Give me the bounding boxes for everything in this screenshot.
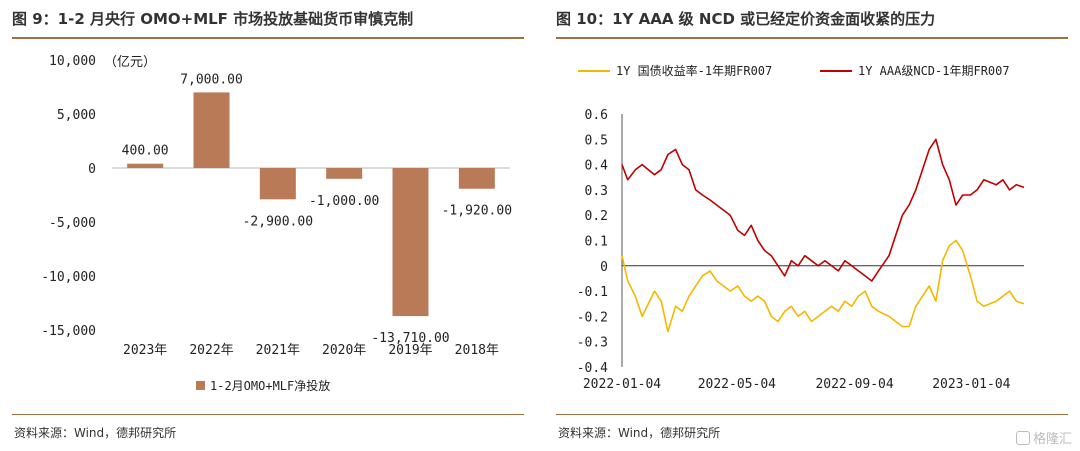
y-tick-label: -0.1	[577, 285, 608, 300]
watermark-logo-icon	[1015, 430, 1030, 445]
bar-data-label: -2,900.00	[243, 214, 313, 229]
y-tick-label: 0.2	[585, 209, 608, 224]
right-footer-divider	[556, 414, 1068, 415]
x-tick-label: 2022-05-04	[698, 377, 776, 392]
watermark-text: 格隆汇	[1032, 432, 1072, 447]
left-footer-divider	[12, 414, 524, 415]
left-title-divider	[12, 37, 524, 39]
bar	[193, 92, 230, 168]
y-tick-label: -0.2	[577, 310, 608, 325]
legend-label: 1Y AAA级NCD-1年期FR007	[858, 64, 1010, 78]
x-tick-label: 2022-01-04	[583, 377, 661, 392]
bar	[259, 168, 296, 200]
series-line	[621, 239, 1025, 333]
bar-chart: （亿元） 10,000 5,000 0 -5,000 -10,000 -15,000 400…	[41, 54, 512, 393]
y-tick-label: 0	[600, 260, 608, 275]
x-tick-label: 2022年	[189, 343, 233, 358]
y-tick-label: -15,000	[41, 324, 96, 339]
bar-data-label: -1,000.00	[309, 194, 379, 209]
x-tick-label: 2019年	[388, 343, 432, 358]
bar	[458, 168, 495, 189]
left-source-note: 资料来源：Wind，德邦研究所	[14, 426, 177, 440]
y-tick-label: 0	[88, 162, 96, 177]
right-title-divider	[556, 37, 1068, 39]
x-tick-label: 2020年	[322, 343, 366, 358]
x-tick-label: 2023-01-04	[932, 377, 1010, 392]
series-line	[621, 138, 1025, 282]
watermark: 格隆汇	[1015, 428, 1072, 447]
x-tick-label: 2023年	[123, 343, 167, 358]
y-tick-label: -0.4	[577, 361, 608, 376]
y-tick-label: -10,000	[41, 270, 96, 285]
right-source-note: 资料来源：Wind，德邦研究所	[558, 426, 721, 440]
y-tick-label: 5,000	[57, 108, 96, 123]
left-panel-title: 图 9：1-2 月央行 OMO+MLF 市场投放基础货币审慎克制	[12, 10, 414, 28]
y-tick-label: 0.5	[585, 133, 608, 148]
bar	[326, 168, 363, 179]
y-tick-label: -0.3	[577, 336, 608, 351]
x-tick-label: 2021年	[256, 343, 300, 358]
y-tick-label: 0.1	[585, 235, 608, 250]
bar	[392, 168, 429, 317]
bar-data-label: 400.00	[122, 144, 169, 159]
bar-data-label: -13,710.00	[371, 331, 449, 346]
legend-swatch	[196, 381, 205, 390]
y-tick-label: 10,000	[49, 54, 96, 69]
y-tick-label: -5,000	[49, 216, 96, 231]
legend-label: 1Y 国债收益率-1年期FR007	[616, 63, 772, 78]
bar	[127, 163, 164, 168]
x-tick-label: 2018年	[455, 343, 499, 358]
line-chart: 0.60.50.40.30.20.10-0.1-0.2-0.3-0.42022-…	[577, 63, 1025, 392]
y-tick-label: 0.3	[585, 184, 608, 199]
y-tick-label: 0.4	[585, 159, 609, 174]
bar-unit-label: （亿元）	[104, 55, 156, 70]
y-tick-label: 0.6	[585, 108, 608, 123]
x-tick-label: 2022-09-04	[815, 377, 893, 392]
legend-label: 1-2月OMO+MLF净投放	[210, 378, 330, 393]
bar-data-label: 7,000.00	[180, 72, 243, 87]
bar-data-label: -1,920.00	[442, 204, 512, 219]
right-panel-title: 图 10：1Y AAA 级 NCD 或已经定价资金面收紧的压力	[556, 10, 936, 28]
